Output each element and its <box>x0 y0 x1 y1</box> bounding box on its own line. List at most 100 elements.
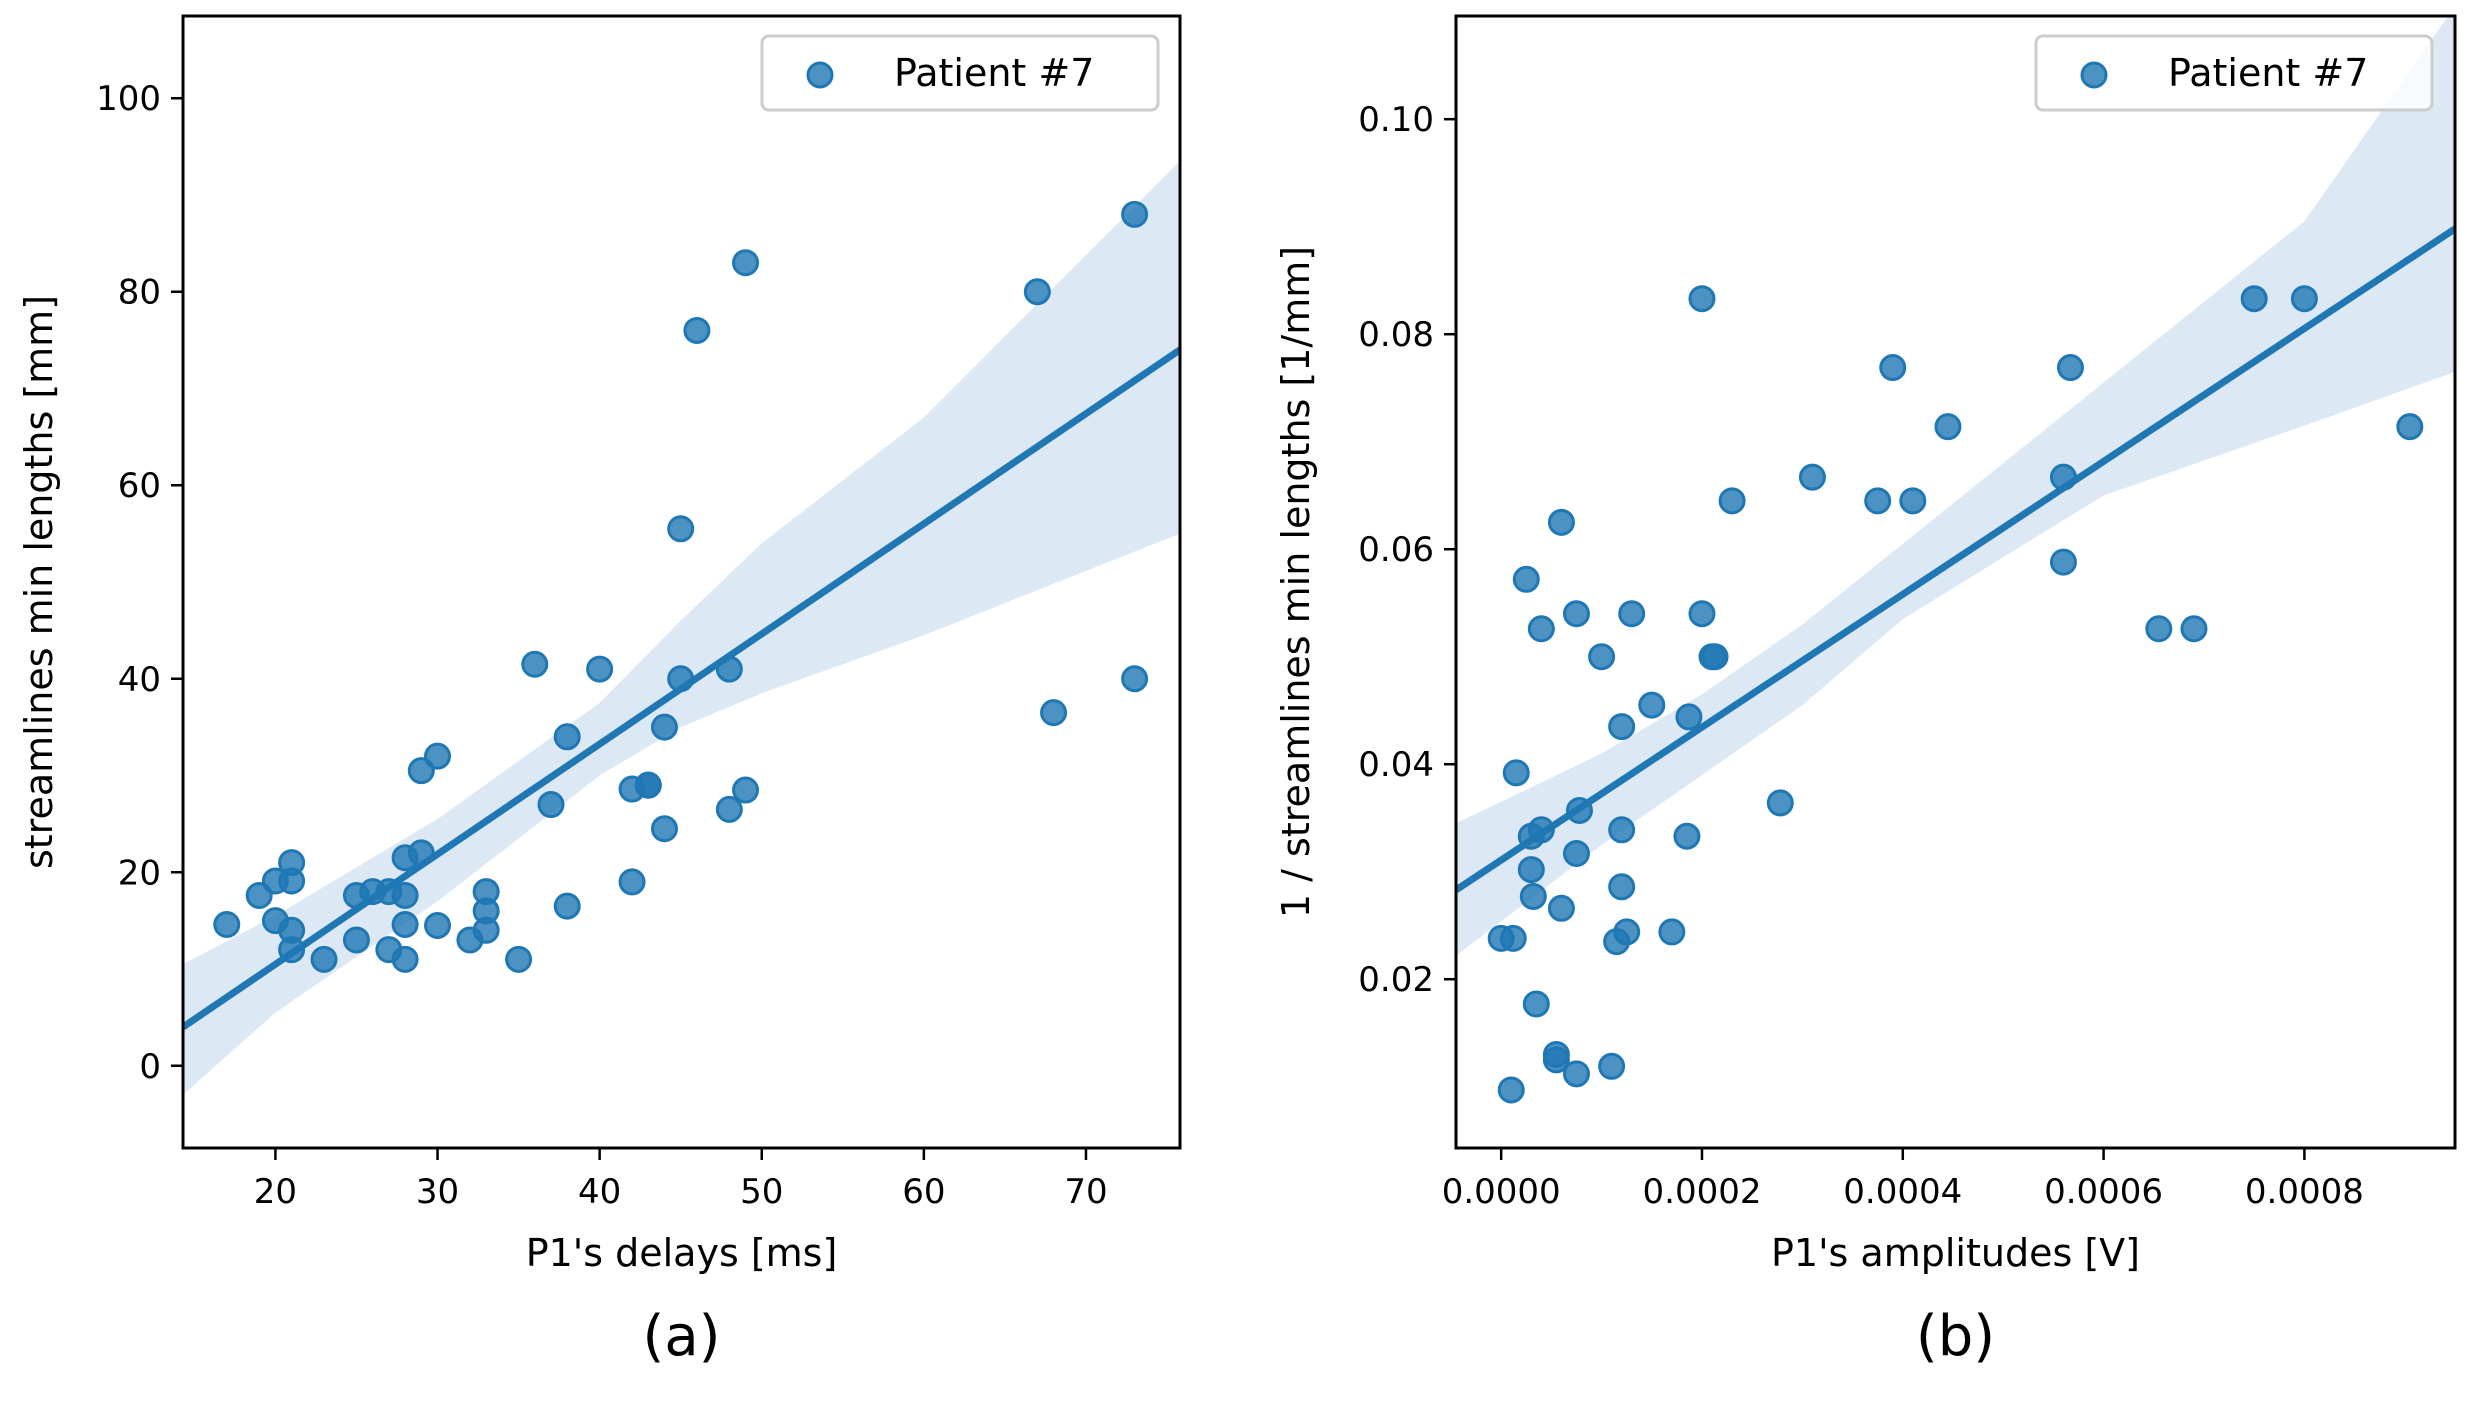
data-point <box>472 916 500 944</box>
legend-label: Patient #7 <box>894 51 1094 95</box>
legend-label: Patient #7 <box>2168 51 2368 95</box>
data-point <box>732 776 760 804</box>
x-tick-label: 0.0002 <box>1643 1172 1762 1212</box>
y-tick-label: 100 <box>96 79 161 119</box>
legend-marker <box>806 61 834 89</box>
y-tick-label: 80 <box>118 273 161 313</box>
data-point <box>553 892 581 920</box>
data-point <box>342 926 370 954</box>
data-point <box>521 650 549 678</box>
panel-a: 20 30 40 50 60 70 0 20 40 60 80 100 P1's delays [ms]… <box>17 14 1182 1369</box>
data-point <box>1040 699 1068 727</box>
x-tick-label: 0.0006 <box>2044 1172 2163 1212</box>
data-point <box>1613 918 1641 946</box>
data-point <box>424 911 452 939</box>
data-point <box>2396 413 2424 441</box>
data-point <box>1688 600 1716 628</box>
data-point <box>1798 463 1826 491</box>
data-point <box>310 945 338 973</box>
data-point <box>650 815 678 843</box>
confidence-band <box>1456 16 2455 956</box>
data-point <box>715 795 743 823</box>
x-tick-label: 0.0000 <box>1442 1172 1561 1212</box>
data-point <box>1547 508 1575 536</box>
data-point <box>2145 615 2173 643</box>
data-point <box>1766 789 1794 817</box>
plot-area <box>1456 16 2455 1104</box>
panel-b: 0.0000 0.0002 0.0004 0.0006 0.0008 0.02 0.04 0.… <box>1274 14 2457 1369</box>
legend-box <box>760 34 1160 112</box>
data-point <box>2240 285 2268 313</box>
data-point <box>1542 1040 1570 1068</box>
x-tick-label: 0.0004 <box>1843 1172 1962 1212</box>
data-point <box>505 945 533 973</box>
data-point <box>667 515 695 543</box>
data-point <box>1527 816 1555 844</box>
y-tick-label: 0.08 <box>1358 315 1434 355</box>
data-point <box>667 665 695 693</box>
data-point <box>2056 354 2084 382</box>
legend-box <box>2034 34 2434 112</box>
x-axis-label: P1's delays [ms] <box>526 1231 838 1275</box>
data-point <box>407 839 435 867</box>
data-point <box>424 742 452 770</box>
data-point <box>213 911 241 939</box>
x-tick-label: 60 <box>902 1172 945 1212</box>
panel-label: (b) <box>1916 1304 1995 1369</box>
data-point <box>1658 918 1686 946</box>
plot-area <box>183 161 1180 1095</box>
data-point <box>618 868 646 896</box>
data-point <box>1608 816 1636 844</box>
y-tick-label: 60 <box>118 466 161 506</box>
data-point <box>278 867 306 895</box>
y-tick-label: 20 <box>118 853 161 893</box>
data-point <box>732 249 760 277</box>
data-point <box>1618 600 1646 628</box>
data-point <box>1562 1060 1590 1088</box>
axes-frame <box>181 14 1182 1150</box>
data-point <box>537 791 565 819</box>
data-point <box>1562 839 1590 867</box>
data-point <box>1673 822 1701 850</box>
x-tick-label: 40 <box>578 1172 621 1212</box>
data-point <box>1688 285 1716 313</box>
data-point <box>586 655 614 683</box>
data-point <box>391 911 419 939</box>
y-tick-label: 0 <box>139 1047 161 1087</box>
data-point <box>391 881 419 909</box>
legend: Patient #7 <box>2034 34 2434 112</box>
data-point <box>1547 894 1575 922</box>
x-tick-label: 50 <box>740 1172 783 1212</box>
y-tick-label: 0.10 <box>1358 100 1434 140</box>
data-point <box>553 723 581 751</box>
data-point <box>1565 796 1593 824</box>
x-tick-label: 30 <box>416 1172 459 1212</box>
data-point <box>278 936 306 964</box>
x-tick-label: 20 <box>254 1172 297 1212</box>
data-point <box>650 713 678 741</box>
data-point <box>1519 882 1547 910</box>
x-tick-label: 0.0008 <box>2245 1172 2364 1212</box>
data-point <box>1562 600 1590 628</box>
data-point <box>1527 615 1555 643</box>
x-tick-label: 70 <box>1064 1172 1107 1212</box>
axes-frame <box>1454 14 2457 1150</box>
data-point <box>1121 200 1149 228</box>
data-point <box>1879 354 1907 382</box>
data-point <box>391 945 419 973</box>
data-point <box>1675 703 1703 731</box>
data-point <box>2290 285 2318 313</box>
data-point <box>1934 413 1962 441</box>
data-point <box>715 655 743 683</box>
data-point <box>1023 278 1051 306</box>
regression-line <box>1456 225 2455 893</box>
data-point <box>1517 856 1545 884</box>
data-point <box>1608 873 1636 901</box>
data-point <box>1497 1076 1525 1104</box>
data-point <box>683 316 711 344</box>
data-point <box>1598 1052 1626 1080</box>
data-point <box>1499 924 1527 952</box>
data-point <box>1864 487 1892 515</box>
data-point <box>2049 463 2077 491</box>
y-tick-label: 0.04 <box>1358 745 1434 785</box>
